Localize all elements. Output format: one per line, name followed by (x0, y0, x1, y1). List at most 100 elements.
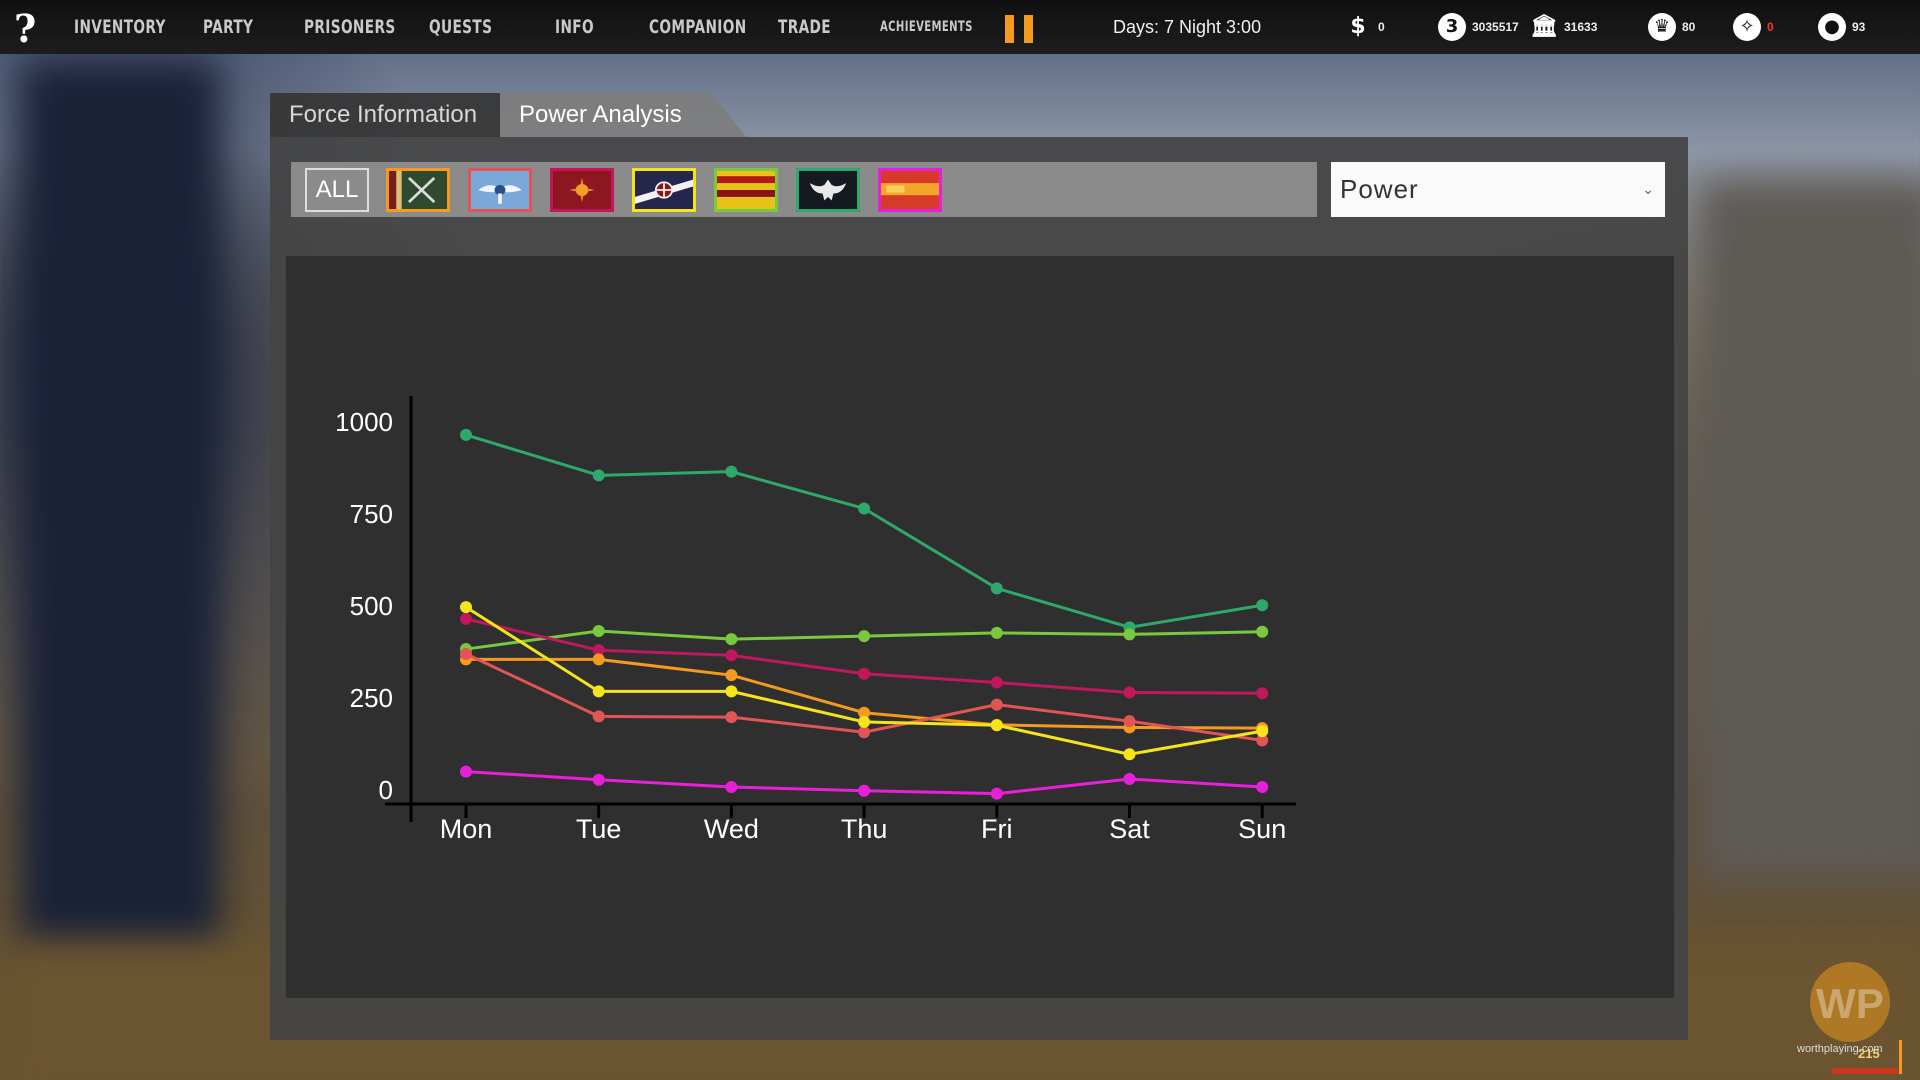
nav-trade[interactable]: TRADE (778, 16, 831, 38)
series-5-point (460, 601, 472, 614)
x-tick-label: Tue (576, 814, 622, 844)
series-5-point (592, 685, 605, 698)
faction-filter-orange-band[interactable] (878, 168, 942, 212)
metric-dropdown[interactable]: Power ⌄ (1331, 162, 1665, 217)
faction-filter-sun-crest[interactable] (550, 168, 614, 212)
watermark-text: worthplaying.com (1797, 1043, 1883, 1055)
faction-filter-winged-emblem[interactable] (468, 168, 532, 212)
series-2-point (725, 649, 738, 662)
corner-badge-bar (1832, 1068, 1898, 1074)
faction-filter-cross-shield[interactable] (632, 168, 696, 212)
series-5-point (858, 715, 871, 728)
apple-food-icon: ● (1818, 13, 1846, 41)
series-2-point (990, 676, 1003, 689)
x-tick-label: Sat (1109, 814, 1150, 844)
money-bag-icon: $ (1350, 14, 1366, 39)
series-4-point (725, 711, 738, 724)
x-tick-label: Sun (1238, 814, 1286, 844)
series-1-point (1256, 625, 1269, 638)
nav-party[interactable]: PARTY (203, 16, 254, 38)
resource-money-value: 0 (1378, 20, 1385, 34)
series-4-point (858, 726, 871, 739)
faction-filter-bar: ALL (291, 162, 1317, 217)
worthplaying-logo-watermark: WP (1810, 962, 1890, 1042)
x-tick-label: Wed (704, 814, 759, 844)
series-1-point (592, 625, 605, 638)
resource-emblem: ✧ 0 (1733, 12, 1774, 42)
resource-food: ● 93 (1818, 12, 1865, 42)
pause-button[interactable] (1005, 15, 1035, 43)
faction-red-yellow-stripe-flag-icon (717, 171, 775, 209)
watermark-logo-text: WP (1816, 980, 1884, 1027)
filter-all-button[interactable]: ALL (305, 168, 369, 212)
series-5-point (725, 685, 738, 698)
nav-companion[interactable]: COMPANION (649, 16, 747, 38)
faction-filter-red-yellow-stripe[interactable] (714, 168, 778, 212)
resource-emblem-value: 0 (1767, 20, 1774, 34)
nav-quests[interactable]: QUESTS (429, 16, 493, 38)
background-building (1700, 180, 1920, 880)
y-tick-label: 1000 (335, 407, 393, 437)
resource-food-value: 93 (1852, 20, 1866, 34)
series-1-point (1123, 628, 1136, 641)
series-6-point (1123, 772, 1136, 785)
series-2-point (1256, 687, 1269, 700)
series-6-point (725, 781, 738, 794)
faction-filter-crossed-swords[interactable] (386, 168, 450, 212)
series-2-point (460, 612, 472, 625)
tab-force-information[interactable]: Force Information (270, 93, 500, 137)
nav-inventory[interactable]: INVENTORY (74, 16, 166, 38)
corner-badge-arrow-icon (1899, 1040, 1902, 1074)
series-2-point (858, 667, 871, 680)
faction-filter-eagle[interactable] (796, 168, 860, 212)
pause-icon-bar-right (1024, 15, 1033, 43)
faction-cross-shield-flag-icon (635, 171, 693, 209)
resource-gold: 3 3035517 (1438, 12, 1519, 42)
resource-gold-value: 3035517 (1472, 20, 1519, 34)
bank-icon: 🏛 (1530, 14, 1558, 39)
series-4-point (460, 647, 472, 660)
chevron-down-icon: ⌄ (1642, 181, 1655, 197)
nav-prisoners[interactable]: PRISONERS (304, 16, 396, 38)
series-6-point (592, 773, 605, 786)
series-4-point (1256, 734, 1269, 747)
y-tick-label: 750 (350, 499, 393, 529)
faction-sun-crest-flag-icon (553, 171, 611, 209)
top-navigation-bar: ? INVENTORY PARTY PRISONERS QUESTS INFO … (0, 0, 1920, 54)
series-0-point (725, 465, 738, 478)
faction-eagle-flag-icon (799, 171, 857, 209)
series-0-point (460, 428, 472, 441)
series-6-point (1256, 781, 1269, 794)
series-1-point (858, 630, 871, 643)
resource-money: $ 0 (1344, 12, 1385, 42)
series-4-point (592, 710, 605, 723)
series-1-point (990, 626, 1003, 639)
resource-reputation: ♛ 80 (1648, 12, 1695, 42)
series-6-point (858, 784, 871, 797)
series-6-point (990, 787, 1003, 800)
resource-bank-value: 31633 (1564, 20, 1598, 34)
series-3-point (725, 669, 738, 682)
corner-badge: 215 (1832, 1040, 1902, 1074)
nav-info[interactable]: INFO (555, 16, 594, 38)
series-2-point (1123, 686, 1136, 699)
series-3-point (592, 653, 605, 666)
help-button[interactable]: ? (14, 6, 37, 51)
series-5-point (1256, 725, 1269, 738)
day-time-display: Days: 7 Night 3:00 (1113, 17, 1262, 37)
faction-winged-emblem-flag-icon (471, 171, 529, 209)
metric-dropdown-value: Power (1340, 174, 1419, 204)
series-4-point (990, 698, 1003, 711)
pause-icon-bar-left (1005, 15, 1014, 43)
series-5-point (990, 719, 1003, 732)
tab-power-analysis[interactable]: Power Analysis (500, 93, 746, 137)
series-6-point (460, 765, 472, 778)
power-line-chart: 0 250 500 750 1000 Mon Tue Wed Thu Fri Sat Sun (286, 256, 1674, 998)
series-4-point (1123, 715, 1136, 728)
corner-badge-number: 215 (1858, 1046, 1880, 1061)
nav-achievements[interactable]: ACHIEVEMENTS (880, 19, 973, 35)
chart-svg: 0 250 500 750 1000 Mon Tue Wed Thu Fri Sat Sun (335, 396, 1296, 844)
series-0-point (990, 582, 1003, 595)
resource-bank: 🏛 31633 (1530, 12, 1597, 42)
series-1-point (725, 633, 738, 646)
